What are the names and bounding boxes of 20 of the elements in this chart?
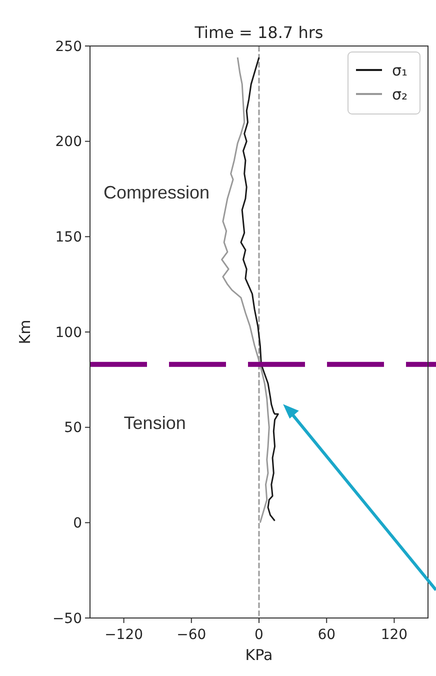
annotation: Compression	[104, 182, 210, 203]
legend-label: σ₂	[392, 85, 408, 104]
x-axis-title: KPa	[245, 646, 273, 664]
x-tick-label: −120	[104, 627, 144, 643]
y-tick-label: 100	[55, 324, 82, 341]
chart-title: Time = 18.7 hrs	[194, 23, 324, 42]
x-tick-label: 0	[254, 627, 264, 643]
y-tick-label: 250	[55, 38, 82, 55]
x-tick-label: 60	[318, 627, 336, 643]
x-tick-label: 120	[380, 627, 408, 643]
x-tick-label: −60	[176, 627, 206, 643]
y-tick-label: −50	[52, 610, 82, 627]
y-tick-label: 0	[73, 516, 82, 532]
annotation: Tension	[124, 413, 186, 434]
legend-label: σ₁	[392, 61, 408, 80]
y-tick-label: 50	[64, 420, 82, 436]
y-tick-label: 150	[55, 230, 82, 246]
line-series	[240, 56, 279, 522]
y-tick-label: 200	[55, 134, 82, 150]
y-axis-title: Km	[16, 320, 34, 344]
